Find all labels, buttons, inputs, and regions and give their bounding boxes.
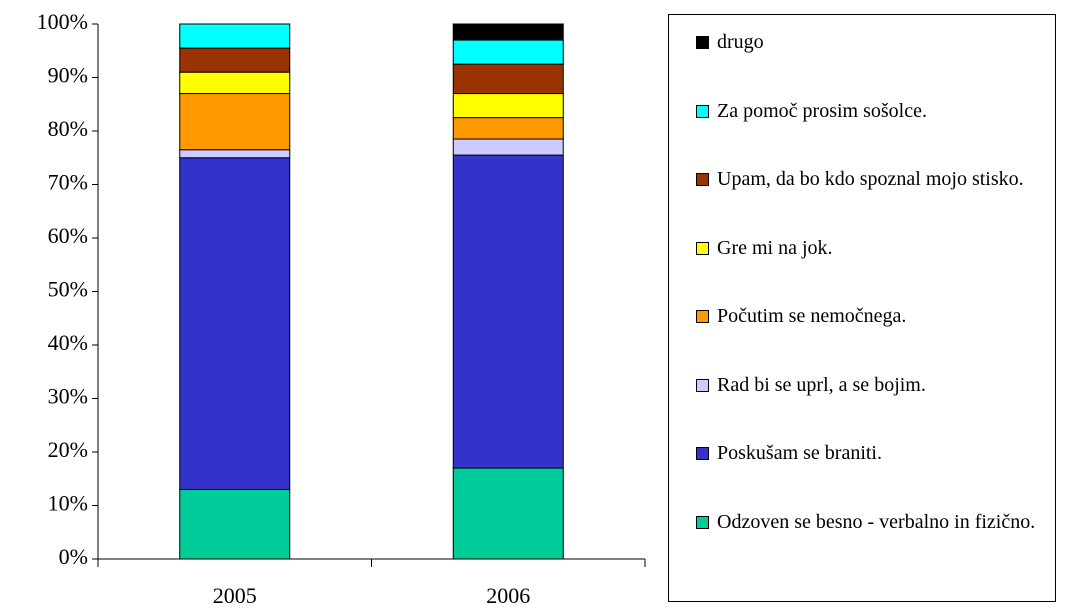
bar-segment [452, 138, 564, 156]
y-tick-label: 90% [48, 63, 88, 88]
legend-item: drugo [693, 28, 1043, 57]
bar-segment [452, 39, 564, 65]
legend-label: Za pomoč prosim sošolce. [717, 99, 927, 122]
y-tick-label: 30% [48, 384, 88, 409]
bar-segment [179, 23, 291, 49]
bar-segment [179, 157, 291, 490]
legend-label: Počutim se nemočnega. [717, 305, 907, 327]
bar-segment [179, 71, 291, 95]
legend: drugo Za pomoč prosim sošolce. Upam, da bo… [668, 14, 1056, 602]
legend-label: Poskušam se braniti. [717, 442, 882, 464]
y-tick-label: 70% [48, 170, 88, 195]
legend-item: Odzoven se besno - verbalno in fizično. [693, 508, 1043, 537]
bar-segment [452, 117, 564, 140]
legend-label: drugo [717, 31, 764, 53]
y-tick-label: 60% [48, 223, 88, 248]
legend-label: Upam, da bo kdo spoznal mojo stisko. [717, 168, 1024, 190]
bar-segment [179, 47, 291, 73]
x-tick-label: 2005 [213, 583, 257, 608]
legend-swatch [696, 173, 709, 186]
legend-swatch [696, 447, 709, 460]
legend-label: Rad bi se uprl, a se bojim. [717, 373, 926, 396]
y-tick-label: 50% [48, 277, 88, 302]
legend-item: Upam, da bo kdo spoznal mojo stisko. [693, 165, 1043, 194]
bar-segment [452, 467, 564, 560]
legend-swatch [696, 104, 709, 118]
legend-item: Za pomoč prosim sošolce. [693, 97, 1043, 126]
bar-segment [452, 63, 564, 95]
y-tick-label: 0% [59, 544, 88, 569]
x-tick-label: 2006 [486, 583, 530, 608]
y-tick-label: 10% [48, 491, 88, 516]
y-tick-label: 100% [37, 9, 88, 34]
legend-item: Gre mi na jok. [693, 234, 1043, 263]
bar-segment [179, 149, 291, 159]
legend-swatch [696, 36, 709, 49]
legend-label: Odzoven se besno - verbalno in fizično. [717, 510, 1036, 533]
legend-item: Rad bi se uprl, a se bojim. [693, 371, 1043, 400]
bar-segment [452, 23, 564, 41]
bar-segment [452, 154, 564, 469]
y-tick-label: 20% [48, 437, 88, 462]
legend-item: Poskušam se braniti. [693, 439, 1043, 468]
bar-segment [179, 93, 291, 151]
bar-segment [452, 93, 564, 119]
legend-item: Počutim se nemočnega. [693, 302, 1043, 331]
chart: 0% 10% 20% 30% 40% 50% 60% 70% 80% 90% 100% 2005 200… [37, 9, 646, 608]
legend-swatch [696, 241, 709, 255]
bar-segment [179, 488, 291, 560]
legend-label: Gre mi na jok. [717, 236, 833, 259]
legend-swatch [696, 310, 709, 323]
legend-swatch [696, 378, 709, 392]
legend-swatch [696, 515, 709, 529]
y-tick-label: 80% [48, 116, 88, 141]
y-tick-label: 40% [48, 330, 88, 355]
